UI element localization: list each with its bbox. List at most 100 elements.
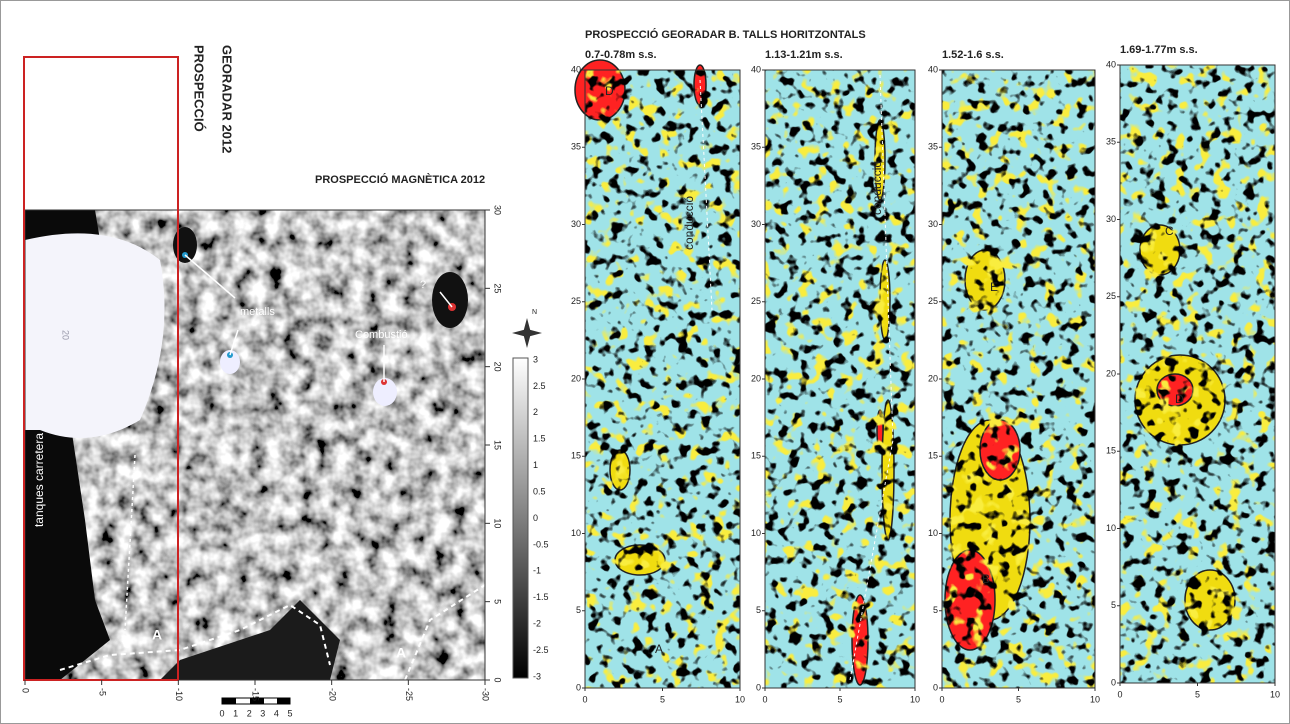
gpr-texture <box>585 70 740 688</box>
x-tick-label: -10 <box>174 688 184 701</box>
anomaly <box>432 272 468 328</box>
annotation: C <box>1165 224 1174 238</box>
y-tick-label: 30 <box>493 205 503 215</box>
colorbar-tick-label: -1.5 <box>533 592 549 602</box>
gpr-texture <box>765 70 915 688</box>
y-tick-label: 25 <box>571 296 581 306</box>
annotation: conducció <box>870 161 884 215</box>
annotation: D <box>1175 392 1184 406</box>
north-label: N <box>532 309 537 316</box>
y-tick-label: 5 <box>1111 600 1116 610</box>
dashed-conduit <box>699 79 713 311</box>
dashed-limit <box>124 454 136 631</box>
panel-depth: 1.69-1.77m s.s. <box>1120 44 1198 56</box>
y-tick-label: 35 <box>571 142 581 152</box>
scale-label: 2 <box>247 708 252 718</box>
annotation: ? <box>420 279 426 291</box>
annotation: A <box>152 627 162 643</box>
y-tick-label: 30 <box>571 219 581 229</box>
y-tick-label: 35 <box>1106 137 1116 147</box>
x-tick-label: 0 <box>939 694 944 704</box>
y-tick-label: 10 <box>751 528 761 538</box>
y-tick-label: 0 <box>756 682 761 692</box>
y-tick-label: 20 <box>1106 368 1116 378</box>
y-tick-label: 20 <box>928 373 938 383</box>
y-tick-label: 15 <box>928 451 938 461</box>
leader-line <box>383 291 453 382</box>
panel-depth: 0.7-0.78m s.s. <box>585 49 657 61</box>
y-tick-label: 20 <box>571 373 581 383</box>
gpr-texture <box>1120 65 1275 683</box>
scale-label: 5 <box>287 708 292 718</box>
x-tick-label: 0 <box>21 688 31 693</box>
annotation: A <box>655 642 663 656</box>
y-tick-label: 5 <box>493 599 503 604</box>
colorbar-tick-label: -3 <box>533 671 541 681</box>
map-title: PROSPECCIÓ MAGNÈTICA 2012 <box>315 173 485 186</box>
x-tick-label: 0 <box>1117 689 1122 699</box>
colorbar-tick-label: -2 <box>533 619 541 629</box>
annotation: tanques carretera <box>32 433 46 527</box>
x-tick-label: 10 <box>1270 689 1280 699</box>
annotation: E <box>990 280 998 294</box>
x-tick-label: 10 <box>1090 694 1100 704</box>
annotation: metalls <box>240 306 275 318</box>
panel-depth: 1.52-1.6 s.s. <box>942 49 1004 61</box>
y-tick-label: 0 <box>1111 677 1116 687</box>
y-tick-label: 0 <box>576 682 581 692</box>
y-tick-label: 35 <box>928 142 938 152</box>
dark-zone <box>160 600 340 680</box>
x-tick-label: -25 <box>404 688 414 701</box>
y-tick-label: 25 <box>928 296 938 306</box>
annotation: B <box>982 572 990 586</box>
colorbar-tick-label: 1 <box>533 460 538 470</box>
colorbar-tick-label: 2 <box>533 407 538 417</box>
scale-label: 4 <box>274 708 279 718</box>
colorbar-tick-label: 1.5 <box>533 434 546 444</box>
anomaly <box>373 378 397 406</box>
gpr-area-box <box>23 56 179 681</box>
y-tick-label: 5 <box>756 605 761 615</box>
y-tick-label: 15 <box>571 451 581 461</box>
y-tick-label: 15 <box>1106 446 1116 456</box>
x-tick-label: 5 <box>837 694 842 704</box>
y-tick-label: 10 <box>493 518 503 528</box>
colorbar-tick-label: -2.5 <box>533 645 549 655</box>
north-arrow: N <box>512 309 542 348</box>
y-tick-label: 0 <box>933 682 938 692</box>
gpr-texture <box>942 70 1095 688</box>
y-tick-label: 30 <box>1106 214 1116 224</box>
x-tick-label: 5 <box>1195 689 1200 699</box>
x-tick-label: -15 <box>251 688 261 701</box>
y-tick-label: 10 <box>928 528 938 538</box>
y-tick-label: 10 <box>571 528 581 538</box>
y-tick-label: 15 <box>493 440 503 450</box>
magnetic-map: metalls Combustió ? tanques carretera A … <box>23 56 486 681</box>
y-tick-label: 5 <box>576 605 581 615</box>
x-tick-label: 0 <box>582 694 587 704</box>
y-tick-label: 25 <box>1106 291 1116 301</box>
x-tick-label: 10 <box>735 694 745 704</box>
x-tick-label: -30 <box>481 688 491 701</box>
x-tick-label: 10 <box>910 694 920 704</box>
colorbar-tick-label: -0.5 <box>533 539 549 549</box>
y-tick-label: 10 <box>1106 523 1116 533</box>
colorbar-tick-label: 2.5 <box>533 381 546 391</box>
annotation: D <box>605 84 614 98</box>
colorbar-tick-label: 0 <box>533 513 538 523</box>
y-tick-label: 35 <box>751 142 761 152</box>
y-tick-label: 15 <box>751 451 761 461</box>
x-tick-label: 5 <box>660 694 665 704</box>
y-tick-label: 40 <box>751 64 761 74</box>
scale-label: 0 <box>219 708 224 718</box>
annotation: Combustió <box>355 329 408 341</box>
y-tick-label: 25 <box>751 296 761 306</box>
y-tick-label: 0 <box>493 677 503 682</box>
anomaly <box>220 350 240 374</box>
leader-line <box>184 254 239 356</box>
annotation: A <box>396 645 406 661</box>
dashed-conduit <box>849 74 894 681</box>
panel-depth: 1.13-1.21m s.s. <box>765 49 843 61</box>
x-tick-label: -5 <box>97 688 107 696</box>
